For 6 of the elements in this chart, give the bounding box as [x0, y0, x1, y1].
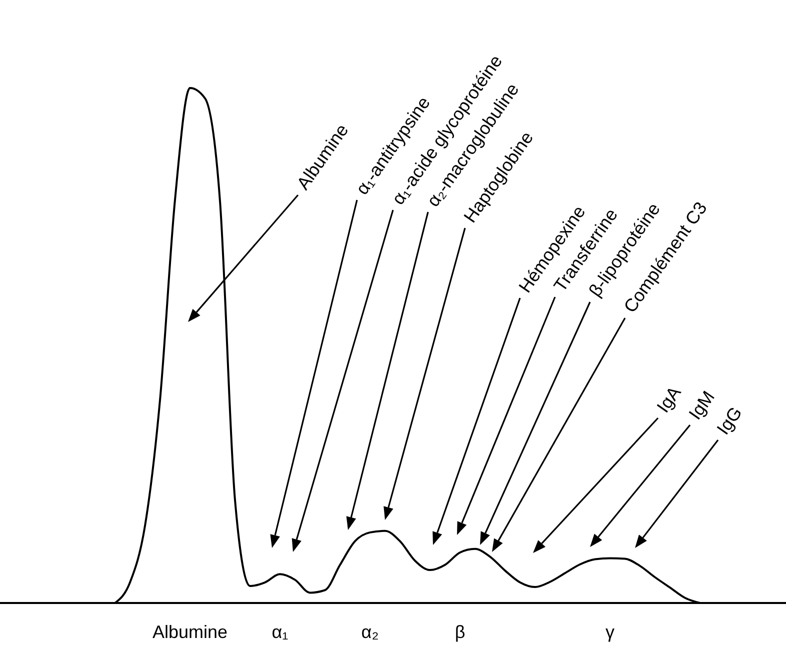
- annotation: IgA: [652, 382, 685, 416]
- x-tick-label: β: [454, 622, 466, 642]
- x-tick-label: γ: [606, 622, 614, 642]
- x-tick-label: α₁: [272, 622, 288, 642]
- x-tick-label: α₂: [361, 622, 379, 642]
- x-tick-label: Albumine: [152, 622, 228, 642]
